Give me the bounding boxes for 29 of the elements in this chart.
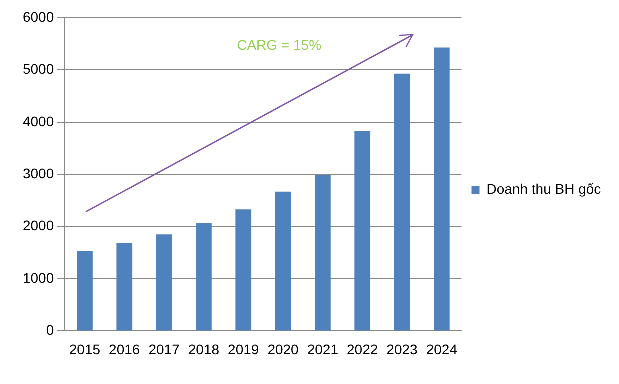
bar	[236, 210, 252, 331]
y-tick-label: 1000	[22, 270, 54, 286]
x-tick-label: 2022	[347, 341, 378, 358]
y-tick-label: 4000	[22, 113, 54, 130]
bar	[156, 234, 172, 331]
y-tick-label: 0	[46, 322, 54, 338]
bar	[354, 131, 371, 331]
bar	[434, 48, 450, 331]
y-tick-label: 2000	[22, 218, 54, 234]
y-tick-label: 6000	[22, 8, 54, 25]
x-tick-label: 2020	[268, 341, 300, 358]
x-tick-label: 2024	[426, 341, 458, 358]
bar	[394, 74, 410, 331]
x-tick-label: 2023	[386, 341, 418, 358]
x-tick-label: 2021	[307, 341, 339, 358]
bar	[275, 192, 292, 331]
x-tick-label: 2016	[109, 341, 140, 358]
legend-label: Doanh thu BH gốc	[486, 180, 602, 197]
x-tick-label: 2017	[148, 341, 180, 358]
x-tick-label: 2018	[188, 341, 220, 358]
x-tick-label: 2015	[69, 341, 101, 358]
bar	[77, 251, 93, 331]
bar	[196, 223, 212, 331]
y-tick-label: 5000	[22, 61, 54, 78]
bar	[116, 244, 133, 331]
x-tick-label: 2019	[228, 341, 260, 358]
y-tick-label: 3000	[22, 165, 54, 182]
bar	[315, 175, 331, 331]
annotation: CARG = 15%	[237, 37, 322, 53]
